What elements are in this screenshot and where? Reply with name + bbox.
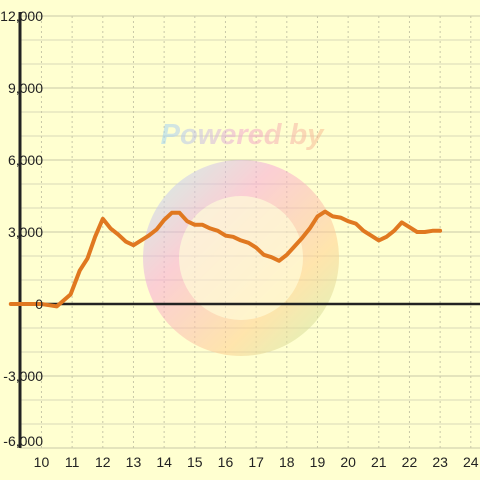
x-tick-label: 20 — [340, 454, 356, 470]
x-tick-label: 10 — [34, 454, 50, 470]
axes — [18, 12, 480, 448]
watermark-circle — [143, 160, 339, 356]
y-tick-label: -6,000 — [3, 433, 43, 449]
y-tick-label: 6,000 — [8, 152, 43, 168]
x-tick-label: 24 — [463, 454, 479, 470]
y-tick-label: 12,000 — [0, 8, 43, 24]
x-tick-label: 22 — [402, 454, 418, 470]
x-tick-label: 12 — [95, 454, 111, 470]
x-tick-label: 23 — [432, 454, 448, 470]
x-tick-label: 16 — [218, 454, 234, 470]
y-tick-label: -3,000 — [3, 368, 43, 384]
tick-labels: 12,000 9,000 6,000 3,000 0 -3,000 -6,000 10 11 12… — [0, 8, 479, 470]
y-tick-label: 9,000 — [8, 80, 43, 96]
y-tick-label: 3,000 — [8, 224, 43, 240]
x-tick-label: 21 — [371, 454, 387, 470]
x-tick-label: 15 — [187, 454, 203, 470]
series-line — [8, 209, 443, 309]
y-tick-label: 0 — [35, 296, 43, 312]
x-tick-label: 19 — [310, 454, 326, 470]
x-tick-label: 11 — [65, 454, 80, 470]
series — [8, 209, 443, 309]
watermark: Powered by — [143, 119, 339, 356]
watermark-text: Powered by — [161, 119, 326, 151]
x-tick-label: 13 — [126, 454, 142, 470]
x-tick-label: 17 — [248, 454, 264, 470]
x-tick-label: 18 — [279, 454, 295, 470]
x-tick-label: 14 — [156, 454, 172, 470]
